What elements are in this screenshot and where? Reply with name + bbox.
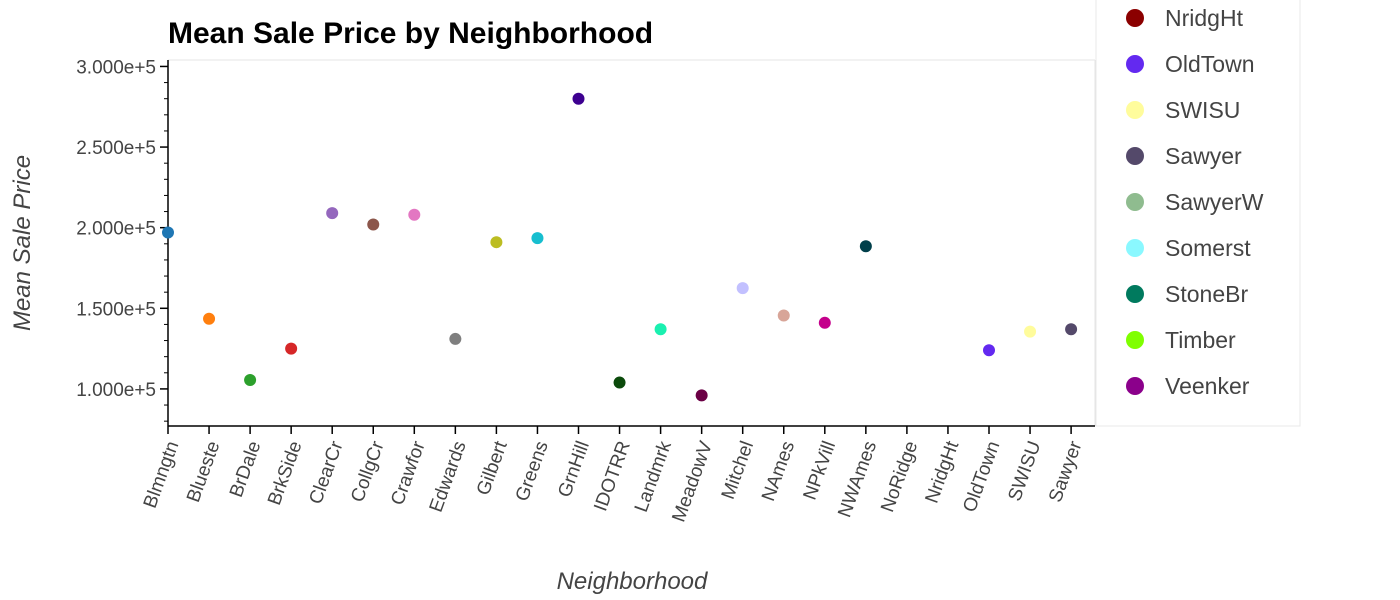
x-tick-label: NoRidge <box>877 438 922 515</box>
x-tick-label: Edwards <box>426 438 471 515</box>
plot-area <box>168 59 1096 426</box>
legend-marker <box>1126 331 1144 349</box>
x-tick-label: Blueste <box>183 438 224 505</box>
legend-marker <box>1126 9 1144 27</box>
legend-label: SawyerW <box>1165 189 1264 215</box>
data-point-blmngtn <box>162 226 174 239</box>
legend-marker <box>1126 377 1144 395</box>
legend-marker <box>1126 193 1144 211</box>
legend-label: Somerst <box>1165 235 1251 261</box>
data-point-collgcr <box>367 218 380 231</box>
data-point-blueste <box>203 312 216 325</box>
x-tick-label: NAmes <box>758 438 799 504</box>
x-tick-label: Crawfor <box>387 438 430 508</box>
x-tick-label: OldTown <box>959 438 1004 515</box>
x-tick-label: Mitchel <box>718 438 758 502</box>
x-tick-label: Gilbert <box>473 438 512 498</box>
data-point-crawfor <box>408 208 421 221</box>
x-tick-label: BrDale <box>226 438 266 500</box>
data-points <box>162 92 1078 402</box>
data-point-oldtown <box>983 344 995 357</box>
data-point-edwards <box>449 332 462 345</box>
x-tick-label: Landmrk <box>631 438 676 515</box>
x-tick-label: SWISU <box>1004 438 1045 504</box>
data-point-clearcr <box>326 207 339 220</box>
data-point-grnhill <box>572 92 585 105</box>
y-axis-label: Mean Sale Price <box>9 155 36 331</box>
legend: NridgHt OldTown SWISU Sawyer SawyerW Somerst S… <box>1095 0 1301 427</box>
legend-marker <box>1126 239 1144 257</box>
data-point-landmrk <box>654 323 667 336</box>
x-tick-label: ClearCr <box>305 438 347 507</box>
x-tick-label: IDOTRR <box>590 438 635 514</box>
data-point-names <box>777 309 790 322</box>
x-tick-label: NPkVill <box>800 438 841 502</box>
x-tick-label: Greens <box>512 438 553 504</box>
x-tick-label: NWAmes <box>834 438 881 520</box>
legend-label: Sawyer <box>1165 143 1242 169</box>
x-tick-label: MeadowV <box>668 438 717 525</box>
data-point-nwames <box>859 240 872 253</box>
data-point-brdale <box>244 374 257 387</box>
data-point-swisu <box>1024 325 1037 338</box>
legend-label: Timber <box>1165 327 1236 353</box>
y-axis: 1.000e+5 1.500e+5 2.000e+5 2.500e+5 3.000e+5 <box>76 57 169 426</box>
legend-label: SWISU <box>1165 97 1240 123</box>
x-tick-label: CollgCr <box>347 438 389 505</box>
legend-label: NridgHt <box>1165 5 1244 31</box>
data-point-idotrr <box>613 376 626 389</box>
data-point-gilbert <box>490 236 503 249</box>
y-tick-label: 2.000e+5 <box>76 219 156 240</box>
x-axis-label: Neighborhood <box>557 568 708 595</box>
legend-marker <box>1126 55 1144 73</box>
data-point-meadowv <box>695 389 708 402</box>
data-point-mitchel <box>736 282 749 295</box>
x-tick-label: BrkSide <box>264 438 306 508</box>
x-tick-label: NridgHt <box>922 438 964 506</box>
y-tick-label: 1.500e+5 <box>76 299 156 320</box>
data-point-brkside <box>285 342 298 355</box>
chart-title: Mean Sale Price by Neighborhood <box>168 17 653 50</box>
x-tick-label: GrnHill <box>554 438 594 500</box>
y-tick-label: 1.000e+5 <box>76 380 156 401</box>
data-point-npkvill <box>818 316 831 329</box>
data-point-greens <box>531 232 544 245</box>
y-tick-label: 2.500e+5 <box>76 138 156 159</box>
legend-marker <box>1126 147 1144 165</box>
legend-marker <box>1126 101 1144 119</box>
legend-label: OldTown <box>1165 51 1254 77</box>
legend-marker <box>1126 285 1144 303</box>
data-point-sawyer <box>1065 323 1078 336</box>
legend-label: StoneBr <box>1165 281 1248 307</box>
x-tick-label: Sawyer <box>1045 438 1087 505</box>
x-tick-label: Blmngtn <box>140 438 184 511</box>
legend-label: Veenker <box>1165 373 1250 399</box>
y-tick-label: 3.000e+5 <box>76 57 156 78</box>
